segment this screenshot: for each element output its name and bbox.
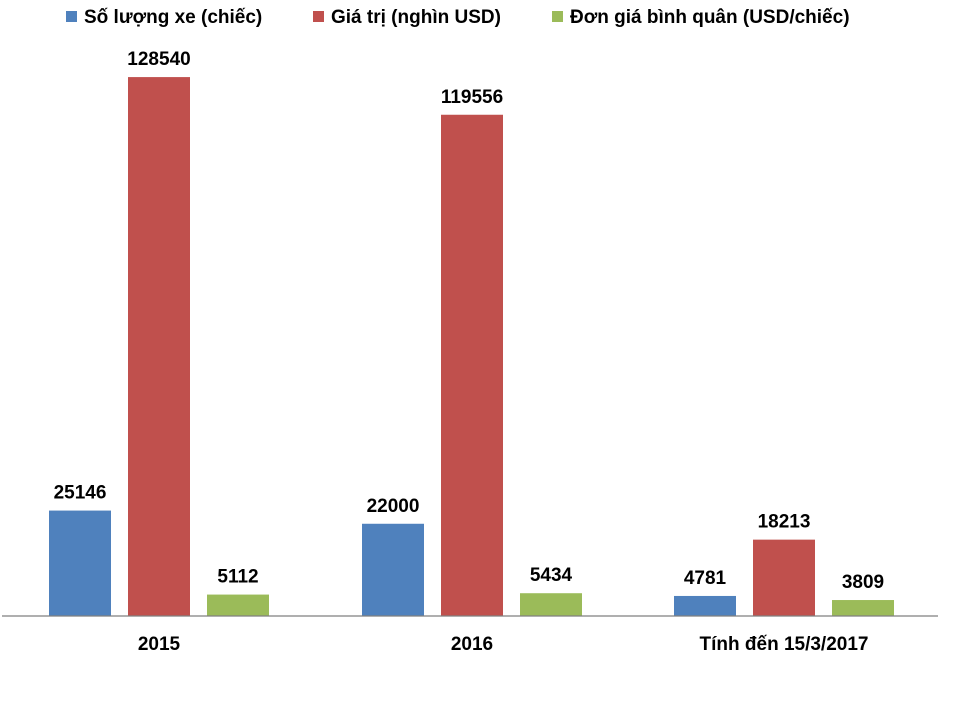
value-label-1-1: 119556 <box>441 87 503 108</box>
value-label-0-1: 128540 <box>127 49 190 70</box>
category-label-1: 2016 <box>451 634 493 655</box>
legend-item-1: Giá trị (nghìn USD) <box>313 7 501 28</box>
category-label-2: Tính đến 15/3/2017 <box>700 634 869 655</box>
bar-0-0 <box>49 510 111 616</box>
value-label-2-0: 4781 <box>684 568 727 589</box>
value-label-1-0: 22000 <box>367 496 420 517</box>
category-label-0: 2015 <box>138 634 181 655</box>
value-label-0-2: 5112 <box>217 567 258 588</box>
bar-2-0 <box>674 595 736 616</box>
legend-label-0: Số lượng xe (chiếc) <box>84 7 262 28</box>
bar-1-1 <box>441 114 503 616</box>
value-label-0-0: 25146 <box>54 483 107 504</box>
legend-swatch-2 <box>552 11 563 22</box>
legend-item-2: Đơn giá bình quân (USD/chiếc) <box>552 7 850 28</box>
bar-2-1 <box>753 539 815 616</box>
bars <box>49 77 894 616</box>
bar-1-2 <box>520 593 582 616</box>
bar-1-0 <box>362 523 424 616</box>
legend-label-2: Đơn giá bình quân (USD/chiếc) <box>570 7 850 28</box>
bar-0-1 <box>128 77 190 616</box>
legend-swatch-1 <box>313 11 324 22</box>
legend-label-1: Giá trị (nghìn USD) <box>331 7 501 28</box>
legend-item-0: Số lượng xe (chiếc) <box>66 7 262 28</box>
bar-0-2 <box>207 594 269 616</box>
value-label-1-2: 5434 <box>530 565 573 586</box>
value-label-2-1: 18213 <box>758 512 811 533</box>
legend-swatch-0 <box>66 11 77 22</box>
category-labels: 2015 2016 Tính đến 15/3/2017 <box>138 634 869 655</box>
value-label-2-2: 3809 <box>842 572 884 593</box>
legend: Số lượng xe (chiếc) Giá trị (nghìn USD) … <box>66 7 850 28</box>
value-labels: 25146 128540 5112 22000 119556 5434 4781 18213 3… <box>54 49 885 593</box>
bar-2-2 <box>832 600 894 616</box>
